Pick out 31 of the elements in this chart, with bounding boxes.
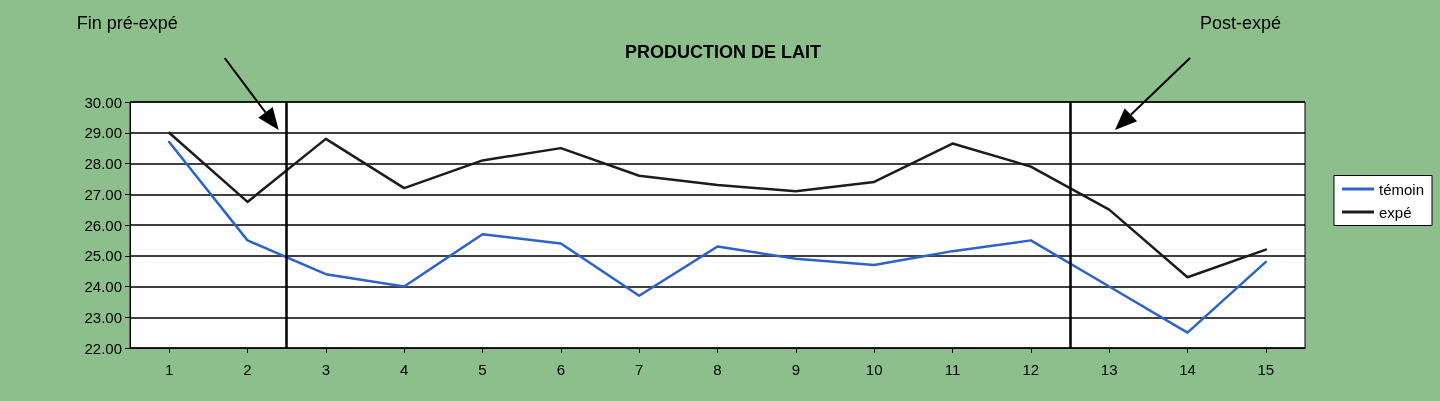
y-tick-label: 30.00: [84, 93, 122, 111]
y-tick-label: 27.00: [84, 185, 122, 203]
x-tick-label: 15: [1257, 361, 1275, 378]
x-tick-label: 9: [791, 361, 801, 378]
y-tick-label: 24.00: [84, 278, 122, 295]
y-tick-label: 26.00: [84, 216, 122, 234]
x-tick-label: 4: [399, 361, 409, 378]
y-tick-label: 25.00: [84, 247, 122, 265]
x-tick-label: 6: [556, 361, 566, 378]
x-tick-label: 13: [1100, 361, 1118, 378]
x-tick-label: 3: [321, 361, 331, 378]
legend-label: expé: [1378, 203, 1412, 221]
line-series: [167, 131, 1268, 279]
y-tick-label: 22.00: [84, 339, 122, 357]
x-tick-label: 1: [164, 361, 174, 378]
y-tick-label: 23.00: [84, 308, 122, 326]
x-tick-label: 5: [478, 361, 487, 378]
x-tick-label: 14: [1179, 361, 1196, 378]
x-tick-label: 11: [944, 361, 961, 378]
text: Post-expé: [1200, 13, 1282, 33]
chart-title: PRODUCTION DE LAIT: [625, 42, 821, 62]
x-tick-label: 7: [634, 361, 644, 378]
text: Fin pré-expé: [76, 13, 178, 33]
legend-label: témoin: [1378, 180, 1425, 198]
x-tick-label: 12: [1022, 361, 1040, 378]
y-tick-label: 29.00: [84, 124, 122, 142]
x-tick-label: 10: [865, 361, 883, 378]
x-tick-label: 2: [243, 361, 252, 378]
y-tick-label: 28.00: [84, 155, 122, 172]
x-tick-label: 8: [713, 361, 722, 378]
line-series: [167, 140, 1268, 334]
